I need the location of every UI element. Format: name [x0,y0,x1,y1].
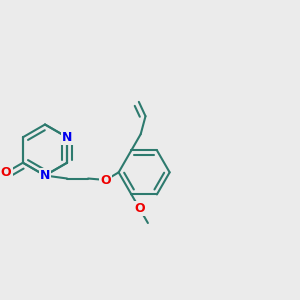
Text: N: N [62,131,72,144]
Text: O: O [1,166,11,179]
Text: O: O [134,202,145,215]
Text: N: N [40,169,50,182]
Text: O: O [100,173,111,187]
